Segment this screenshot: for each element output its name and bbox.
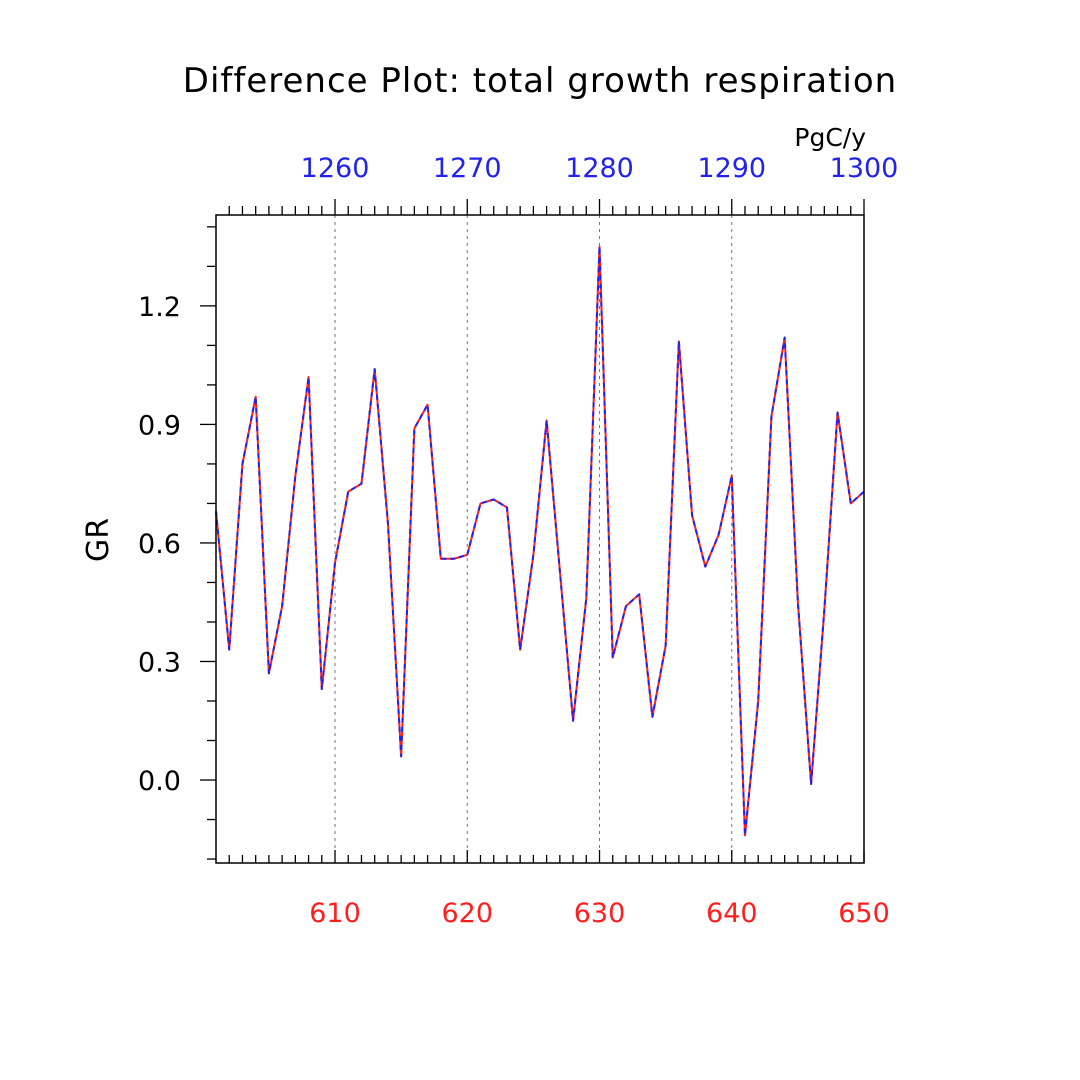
y-axis-label: GR — [81, 518, 116, 562]
bottom-tick-label: 640 — [706, 898, 758, 929]
units-label: PgC/y — [794, 123, 866, 152]
bottom-tick-label: 620 — [441, 898, 493, 929]
series-line-0 — [215, 245, 865, 837]
top-tick-label: 1290 — [697, 153, 766, 184]
top-tick-label: 1300 — [830, 153, 899, 184]
top-tick-label: 1260 — [301, 153, 370, 184]
y-tick-label: 0.6 — [138, 529, 181, 560]
axes: 610 620 630 640 650 1260 1270 1280 1290 1300 0.0 0.… — [138, 153, 898, 929]
y-tick-label: 0.9 — [138, 410, 181, 441]
bottom-tick-label: 630 — [574, 898, 626, 929]
bottom-tick-label: 610 — [309, 898, 361, 929]
chart-title: Difference Plot: total growth respiratio… — [183, 61, 897, 101]
grid — [334, 215, 733, 863]
top-tick-label: 1270 — [433, 153, 502, 184]
plot-frame — [215, 214, 865, 864]
y-tick-label: 1.2 — [138, 292, 181, 323]
y-tick-label: 0.3 — [138, 647, 181, 678]
bottom-tick-label: 650 — [838, 898, 890, 929]
series-line-1 — [215, 245, 865, 837]
y-tick-label: 0.0 — [138, 766, 181, 797]
top-tick-label: 1280 — [565, 153, 634, 184]
series — [215, 245, 865, 837]
